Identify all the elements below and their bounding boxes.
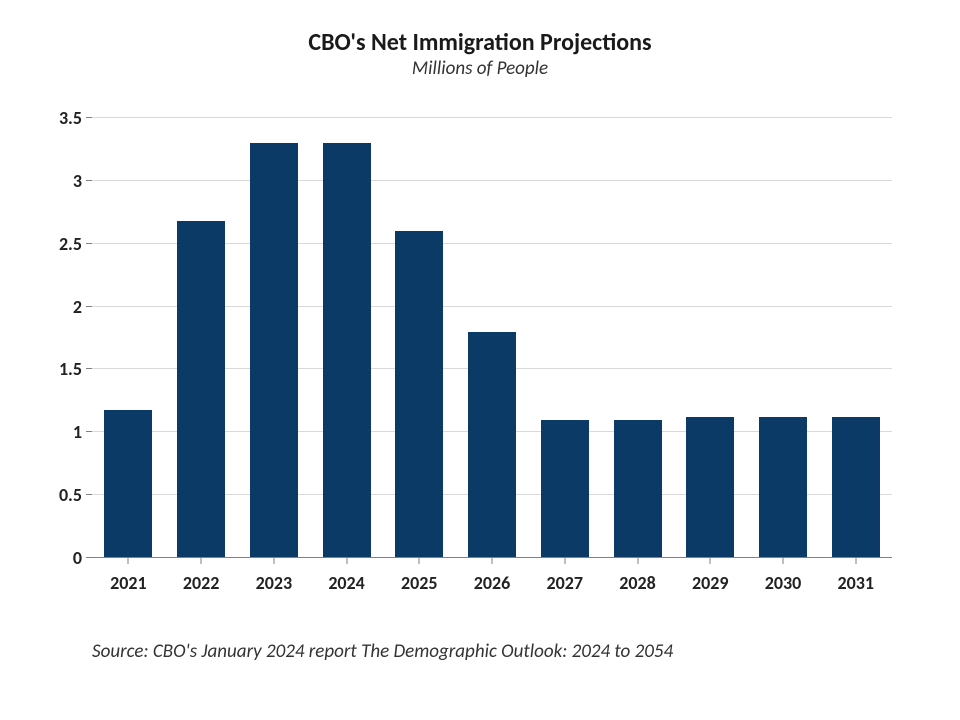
x-tick-label: 2022: [183, 558, 220, 594]
bar: [177, 221, 225, 558]
bar: [468, 332, 516, 558]
y-tick-label: 1.5: [59, 358, 92, 380]
x-tick-label: 2030: [765, 558, 802, 594]
bar: [250, 143, 298, 558]
bar-slot: 2027: [528, 118, 601, 558]
bar-slot: 2022: [165, 118, 238, 558]
title-block: CBO's Net Immigration Projections Millio…: [0, 28, 960, 80]
chart-title: CBO's Net Immigration Projections: [0, 28, 960, 57]
x-tick-label: 2029: [692, 558, 729, 594]
bar-slot: 2021: [92, 118, 165, 558]
bar-slot: 2023: [237, 118, 310, 558]
chart-container: CBO's Net Immigration Projections Millio…: [0, 0, 960, 720]
y-tick-label: 2: [73, 296, 92, 318]
y-tick-label: 3: [73, 170, 92, 192]
bars-group: 2021202220232024202520262027202820292030…: [92, 118, 892, 558]
bar: [759, 417, 807, 558]
bar: [395, 231, 443, 558]
y-tick-label: 0.5: [59, 484, 92, 506]
bar-slot: 2026: [456, 118, 529, 558]
chart-subtitle: Millions of People: [0, 57, 960, 80]
bar: [104, 410, 152, 558]
x-tick-label: 2026: [474, 558, 511, 594]
bar-slot: 2030: [747, 118, 820, 558]
bar: [323, 143, 371, 558]
bar: [541, 420, 589, 558]
x-tick-label: 2027: [547, 558, 584, 594]
x-tick-label: 2024: [328, 558, 365, 594]
x-tick-label: 2031: [837, 558, 874, 594]
bar: [614, 420, 662, 558]
bar-slot: 2024: [310, 118, 383, 558]
x-tick-label: 2028: [619, 558, 656, 594]
plot-area: 00.511.522.533.5 20212022202320242025202…: [92, 118, 892, 558]
bar: [832, 417, 880, 558]
x-tick-label: 2021: [110, 558, 147, 594]
y-tick-label: 0: [73, 547, 92, 569]
bar-slot: 2031: [819, 118, 892, 558]
x-tick-label: 2023: [256, 558, 293, 594]
x-tick-label: 2025: [401, 558, 438, 594]
bar-slot: 2029: [674, 118, 747, 558]
x-axis-line: [92, 557, 892, 558]
bar-slot: 2028: [601, 118, 674, 558]
bar-slot: 2025: [383, 118, 456, 558]
source-note: Source: CBO's January 2024 report The De…: [92, 640, 673, 663]
bar: [686, 417, 734, 558]
y-tick-label: 1: [73, 421, 92, 443]
y-tick-label: 3.5: [59, 107, 92, 129]
y-tick-label: 2.5: [59, 233, 92, 255]
